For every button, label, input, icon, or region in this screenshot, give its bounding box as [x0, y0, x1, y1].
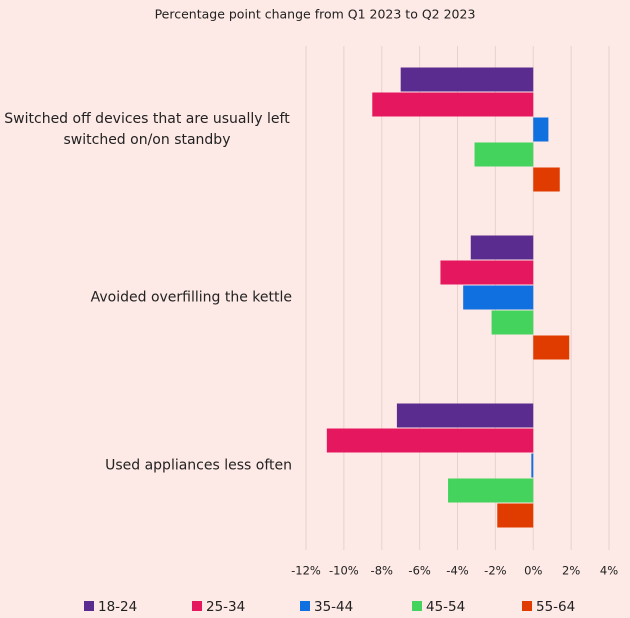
- x-tick-label: -6%: [408, 564, 430, 578]
- legend-swatch: [300, 601, 310, 611]
- bar: [474, 142, 534, 167]
- bar: [533, 117, 549, 142]
- bar: [531, 453, 534, 478]
- legend-swatch: [522, 601, 532, 611]
- x-tick-label: -8%: [371, 564, 393, 578]
- bar: [400, 67, 534, 92]
- bar: [326, 428, 534, 453]
- bar: [497, 503, 534, 528]
- bar: [491, 310, 534, 335]
- bar: [533, 167, 560, 192]
- bar: [448, 478, 534, 503]
- bar: [533, 335, 570, 360]
- category-label: Avoided overfilling the kettle: [90, 289, 292, 306]
- bar: [463, 285, 534, 310]
- bar: [470, 235, 534, 260]
- x-tick-label: -4%: [446, 564, 468, 578]
- legend-label: 55-64: [536, 599, 575, 615]
- category-label: Switched off devices that are usually le…: [4, 111, 290, 148]
- legend-label: 25-34: [206, 599, 245, 615]
- legend-swatch: [84, 601, 94, 611]
- x-tick-label: 4%: [600, 564, 618, 578]
- x-tick-label: 0%: [524, 564, 542, 578]
- x-tick-label: -12%: [291, 564, 321, 578]
- x-tick-label: -2%: [484, 564, 506, 578]
- category-label: Used appliances less often: [105, 457, 292, 474]
- legend-label: 35-44: [314, 599, 353, 615]
- legend-swatch: [412, 601, 422, 611]
- legend-swatch: [192, 601, 202, 611]
- bar: [440, 260, 534, 285]
- bar: [372, 92, 534, 117]
- chart-title: Percentage point change from Q1 2023 to …: [155, 7, 476, 22]
- x-tick-label: -10%: [329, 564, 359, 578]
- legend-label: 18-24: [98, 599, 137, 615]
- legend-label: 45-54: [426, 599, 465, 615]
- x-tick-label: 2%: [562, 564, 580, 578]
- bar: [396, 403, 534, 428]
